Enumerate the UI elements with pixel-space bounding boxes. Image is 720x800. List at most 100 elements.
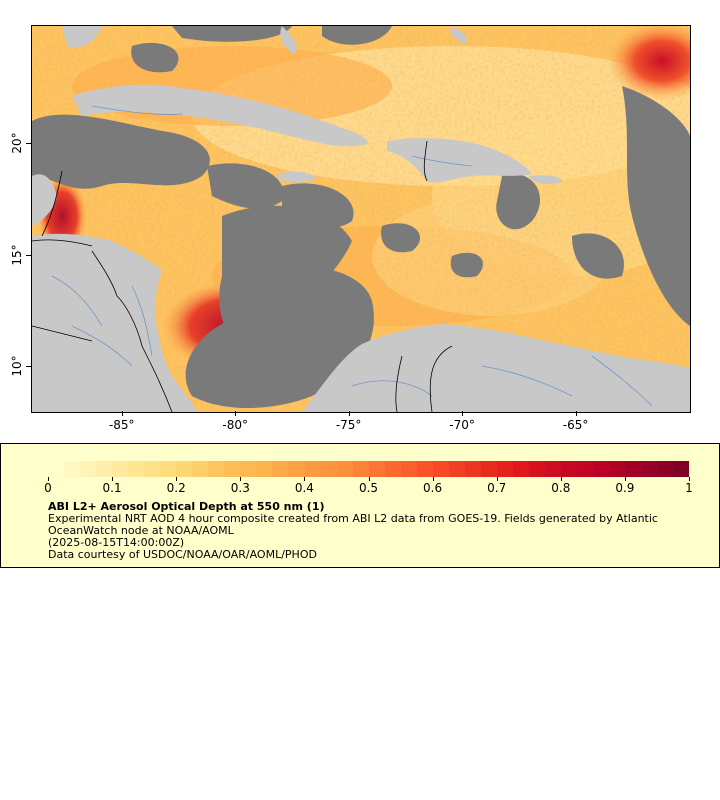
colorbar-tick-label: 0.3 xyxy=(230,481,250,495)
hispaniola xyxy=(387,138,532,183)
rivers xyxy=(51,105,653,407)
colorbar-swatch xyxy=(224,461,241,477)
colorbar-tick-label: 0.5 xyxy=(358,481,379,495)
x-tick-label: -80° xyxy=(222,418,249,432)
colorbar-tick-label: 0.9 xyxy=(615,481,635,495)
colorbar-swatch xyxy=(400,461,417,477)
colorbar-tick-mark xyxy=(48,477,49,481)
colorbar-swatch xyxy=(144,461,161,477)
colorbar-tick-mark xyxy=(240,477,242,481)
colorbar-swatch xyxy=(544,461,561,477)
colorbar-tick-label: 0.1 xyxy=(102,481,122,495)
y-tick-mark xyxy=(26,366,31,368)
belize-honduras xyxy=(32,174,57,226)
colorbar-tick-label: 0.6 xyxy=(423,481,443,495)
central-america xyxy=(32,233,197,412)
y-tick-mark xyxy=(26,143,31,145)
colorbar-tick-mark xyxy=(496,477,498,481)
colorbar-swatch xyxy=(128,461,145,477)
x-tick-label: -70° xyxy=(449,418,475,432)
colorbar-tick-label: 0 xyxy=(44,481,52,495)
legend-text: ABI L2+ Aerosol Optical Depth at 550 nm … xyxy=(48,501,698,561)
colorbar-swatch xyxy=(512,461,529,477)
colorbar-swatch xyxy=(240,461,257,477)
colorbar xyxy=(48,461,690,477)
x-tick-mark xyxy=(348,411,350,416)
colorbar-swatch xyxy=(577,461,594,477)
jamaica xyxy=(277,171,317,183)
x-tick-label: -75° xyxy=(335,418,362,432)
colorbar-swatch xyxy=(496,461,513,477)
colorbar-swatch xyxy=(320,461,337,477)
no-data-areas xyxy=(32,26,690,408)
colorbar-swatch xyxy=(352,461,369,477)
cuba xyxy=(72,84,368,147)
country-borders xyxy=(32,140,453,412)
colorbar-swatch xyxy=(673,461,690,477)
colorbar-swatch xyxy=(96,461,113,477)
colorbar-swatch xyxy=(176,461,193,477)
colorbar-swatch xyxy=(192,461,209,477)
colorbar-swatch xyxy=(657,461,674,477)
south-america xyxy=(302,324,690,412)
colorbar-swatch xyxy=(368,461,385,477)
x-tick-mark xyxy=(462,411,464,416)
aod-map xyxy=(32,26,690,412)
colorbar-tick-mark xyxy=(560,477,562,481)
y-tick-label: 15° xyxy=(10,244,24,266)
colorbar-swatch xyxy=(288,461,305,477)
x-tick-mark xyxy=(575,411,577,416)
colorbar-swatch xyxy=(256,461,273,477)
colorbar-tick-label: 0.8 xyxy=(551,481,571,495)
colorbar-swatch xyxy=(448,461,465,477)
x-tick-label: -85° xyxy=(108,418,135,432)
colorbar-tick-mark xyxy=(368,477,370,481)
map-panel xyxy=(31,25,691,413)
colorbar-tick-mark xyxy=(304,477,306,481)
colorbar-tick-mark xyxy=(432,477,434,481)
colorbar-ticks: 0 0.1 0.2 0.3 0.4 0.5 0.6 0.7 0.8 0.9 1 xyxy=(44,477,693,497)
colorbar-swatch xyxy=(464,461,481,477)
colorbar-swatch xyxy=(48,461,65,477)
colorbar-swatch xyxy=(416,461,433,477)
colorbar-swatch xyxy=(609,461,626,477)
colorbar-tick-mark xyxy=(176,477,178,481)
colorbar-swatch xyxy=(80,461,97,477)
colorbar-swatch xyxy=(641,461,658,477)
legend-title: ABI L2+ Aerosol Optical Depth at 550 nm … xyxy=(48,500,325,513)
colorbar-tick-label: 1 xyxy=(685,481,693,495)
land-areas xyxy=(32,26,690,412)
colorbar-swatch xyxy=(336,461,353,477)
y-tick-mark xyxy=(26,254,31,256)
colorbar-swatch xyxy=(208,461,225,477)
legend-credit: Data courtesy of USDOC/NOAA/OAR/AOML/PHO… xyxy=(48,548,317,561)
x-tick-mark xyxy=(235,411,237,416)
y-tick-label: 20° xyxy=(10,132,24,154)
colorbar-tick-mark xyxy=(112,477,114,481)
colorbar-swatch xyxy=(561,461,578,477)
colorbar-swatch xyxy=(64,461,81,477)
legend-panel: 0 0.1 0.2 0.3 0.4 0.5 0.6 0.7 0.8 0.9 1 ABI L2+ Ae… xyxy=(0,443,720,568)
colorbar-tick-mark xyxy=(689,477,690,481)
colorbar-swatch xyxy=(384,461,401,477)
colorbar-swatch xyxy=(593,461,610,477)
x-tick-mark xyxy=(121,411,123,416)
colorbar-swatch xyxy=(528,461,545,477)
colorbar-swatch xyxy=(480,461,497,477)
x-tick-label: -65° xyxy=(562,418,589,432)
colorbar-swatch xyxy=(160,461,177,477)
colorbar-swatch xyxy=(432,461,449,477)
colorbar-swatch xyxy=(304,461,321,477)
colorbar-swatch xyxy=(112,461,129,477)
colorbar-swatch xyxy=(272,461,289,477)
legend-description: Experimental NRT AOD 4 hour composite cr… xyxy=(48,512,658,537)
colorbar-tick-label: 0.4 xyxy=(294,481,314,495)
colorbar-swatch xyxy=(625,461,642,477)
colorbar-tick-mark xyxy=(624,477,626,481)
puerto-rico xyxy=(529,175,562,184)
legend-timestamp: (2025-08-15T14:00:00Z) xyxy=(48,536,185,549)
hotspot-northeast xyxy=(607,26,690,101)
colorbar-tick-label: 0.2 xyxy=(166,481,186,495)
colorbar-tick-label: 0.7 xyxy=(487,481,507,495)
y-tick-label: 10° xyxy=(10,355,24,378)
